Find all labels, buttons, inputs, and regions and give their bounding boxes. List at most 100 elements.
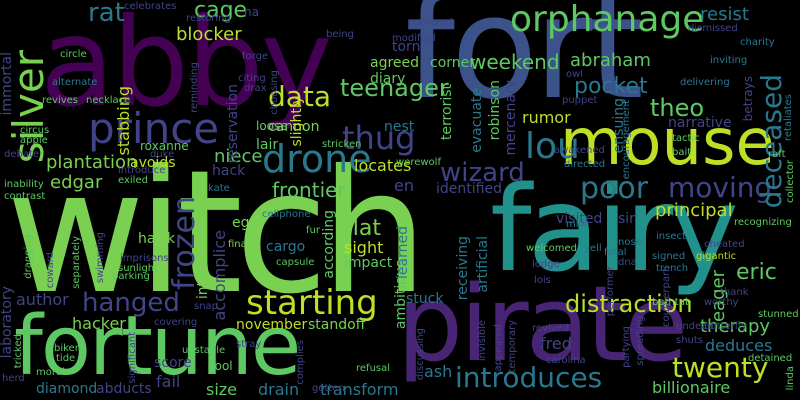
word-citing: citing xyxy=(238,73,266,84)
word-lou: lou xyxy=(525,126,580,167)
word-wizard: wizard xyxy=(440,158,525,188)
word-november: november xyxy=(236,317,308,333)
word-narrative: narrative xyxy=(668,115,732,131)
word-revived: revived xyxy=(532,323,570,334)
word-yell: yell xyxy=(584,243,602,254)
word-raft: raft xyxy=(768,149,786,160)
word-score: score xyxy=(154,355,192,371)
word-fort: fort xyxy=(405,0,644,131)
word-diary: diary xyxy=(370,71,406,87)
word-invisible: invisible xyxy=(477,320,488,362)
word-ash: ash xyxy=(424,362,453,381)
word-retaliates: retaliates xyxy=(783,94,794,142)
word-discussing: discussing xyxy=(415,328,426,381)
word-being: being xyxy=(326,29,354,40)
word-imprisons: imprisons xyxy=(120,253,169,264)
word-reminding: reminding xyxy=(189,62,200,113)
word-introduces: introduces xyxy=(455,361,603,394)
word-inability: inability xyxy=(4,179,44,190)
word-na: na xyxy=(244,5,259,19)
word-fairy: fairy xyxy=(490,160,739,298)
word-carolina: carolina xyxy=(546,355,586,366)
word-torn: torn xyxy=(392,39,421,55)
word-apple: apple xyxy=(20,135,48,146)
word-rat: rat xyxy=(88,0,125,28)
word-cage: cage xyxy=(194,0,248,23)
word-identified: identified xyxy=(436,181,502,197)
word-fortune: fortune xyxy=(14,299,301,394)
word-hacker: hacker xyxy=(72,314,126,333)
word-introduce: introduce xyxy=(118,165,166,176)
word-robinson: robinson xyxy=(487,80,503,141)
word-moving: moving xyxy=(668,171,773,204)
word-terrorist: terrorist xyxy=(439,84,455,141)
word-refusal: refusal xyxy=(356,363,391,374)
word-bathtub: bathtub xyxy=(652,297,692,308)
word-hanged: hanged xyxy=(82,288,180,318)
word-locates: locates xyxy=(354,156,412,175)
word-appeared: appeared xyxy=(493,324,504,372)
word-plantation: plantation xyxy=(46,152,138,173)
word-collector: collector xyxy=(785,160,796,203)
word-encouragement: encouragement xyxy=(621,100,632,180)
word-finale: finale xyxy=(228,239,256,250)
word-receiving: receiving xyxy=(455,236,471,301)
word-charity: charity xyxy=(740,37,775,48)
word-nest: nest xyxy=(384,119,415,135)
word-therapy: therapy xyxy=(700,316,771,337)
word-reservation: reservation xyxy=(225,84,241,164)
word-dna: dna xyxy=(618,257,637,268)
word-abby: abby xyxy=(40,0,333,134)
word-shuts: shuts xyxy=(676,335,704,346)
word-cannon: cannon xyxy=(268,119,320,135)
word-teenager: teenager xyxy=(340,74,449,102)
word-hack: hack xyxy=(212,163,246,179)
word-moral: moral xyxy=(36,367,65,378)
word-lois: lois xyxy=(534,275,551,286)
word-significant: significant xyxy=(127,332,138,384)
word-exiled: exiled xyxy=(118,175,148,186)
word-tide: tide xyxy=(56,353,76,364)
word-revives: revives xyxy=(42,95,79,106)
word-counterpart: counterpart xyxy=(661,268,672,327)
word-learned: learned xyxy=(395,226,411,279)
word-swimming: swimming xyxy=(95,232,106,284)
word-dragging: dragging xyxy=(23,234,34,279)
word-restoring: restoring xyxy=(186,13,231,24)
word-cool: cool xyxy=(208,359,233,373)
word-orphanage: orphanage xyxy=(510,0,705,40)
word-puppet: puppet xyxy=(562,95,598,106)
word-cheated: cheated xyxy=(704,239,745,250)
word-pirate: pirate xyxy=(397,263,688,385)
word-diamond: diamond xyxy=(36,381,98,397)
word-corner: corner xyxy=(430,55,476,71)
word-impact: impact xyxy=(344,255,393,271)
word-coward: coward xyxy=(45,252,56,289)
word-cargo: cargo xyxy=(266,239,306,255)
word-principal: principal xyxy=(655,200,733,221)
word-partying: partying xyxy=(621,326,632,368)
word-thank: thank xyxy=(720,287,749,298)
word-tactic: tactic xyxy=(672,133,700,144)
word-stuck: stuck xyxy=(406,291,444,307)
word-tricked: tricked xyxy=(13,334,24,369)
word-fred: fred xyxy=(540,334,572,353)
word-undead: undead xyxy=(676,321,714,332)
word-author: author xyxy=(16,290,69,309)
word-spreading: spreading xyxy=(635,316,646,366)
word-butterfly: butterfly xyxy=(704,321,748,332)
word-welcomed: welcomed xyxy=(526,243,577,254)
word-celebrates: celebrates xyxy=(124,1,177,12)
word-prince: prince xyxy=(88,104,220,153)
word-distraction: distraction xyxy=(565,290,693,318)
word-betrays: betrays xyxy=(741,76,755,122)
word-abducts: abducts xyxy=(96,381,152,397)
word-snap: snap xyxy=(194,301,219,312)
word-hawk: hawk xyxy=(138,231,176,247)
word-agreed: agreed xyxy=(370,55,420,71)
word-owl: owl xyxy=(566,69,584,80)
word-immortal: immortal xyxy=(0,52,15,116)
word-covering: covering xyxy=(154,317,198,328)
word-thug: thug xyxy=(342,119,416,157)
word-delivering: delivering xyxy=(680,77,730,88)
